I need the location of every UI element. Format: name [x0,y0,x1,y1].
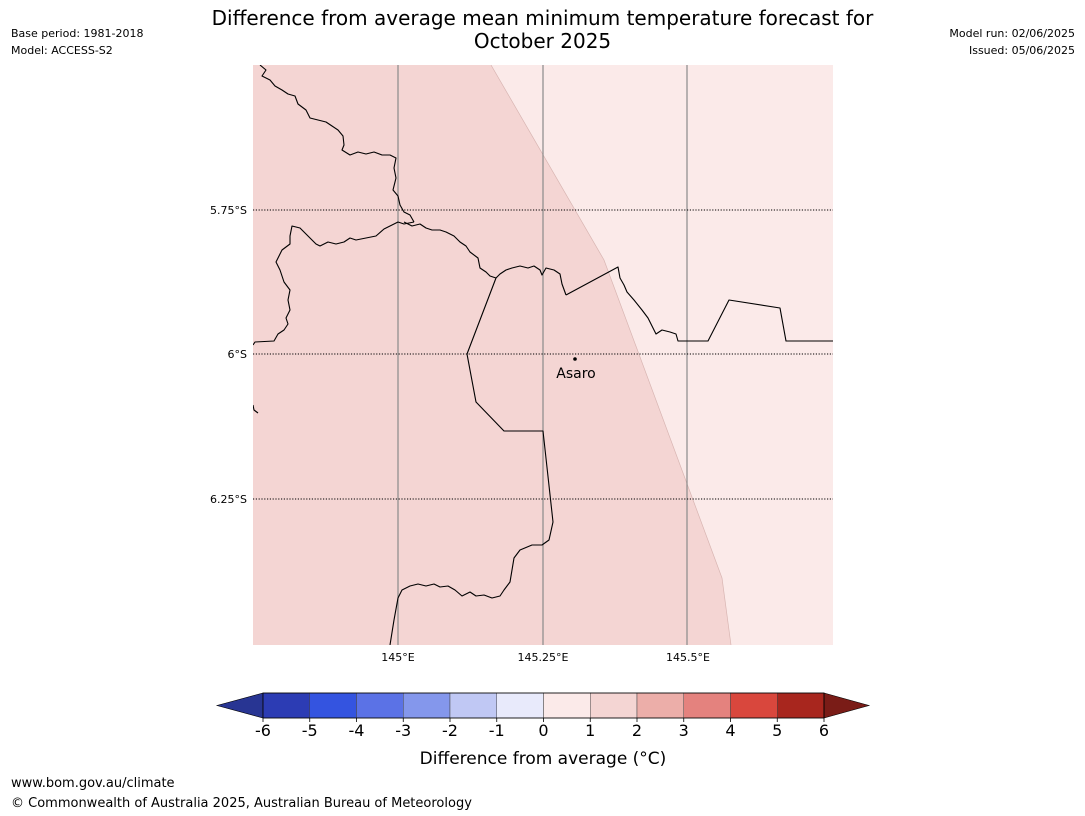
colorbar: -6 -5 -4 -3 -2 -1 0 1 2 3 4 5 6 Difference from aver… [215,692,871,769]
colorbar-tick-label: -5 [302,721,318,740]
colorbar-extend-high [823,692,871,719]
footer: www.bom.gov.au/climate © Commonwealth of… [11,774,472,814]
colorbar-bin [730,692,778,719]
border-ridge [403,221,567,296]
colorbar-bin [449,692,497,719]
colorbar-extend-low [215,692,264,719]
border-north [259,65,415,223]
border-west-tick [253,404,259,414]
footer-url: www.bom.gov.au/climate [11,776,175,791]
province-borders [253,65,833,645]
model-run-text: Model run: 02/06/2025 [949,27,1075,40]
colorbar-bin [543,692,591,719]
meta-left: Base period: 1981-2018 Model: ACCESS-S2 [11,25,143,59]
issued-text: Issued: 05/06/2025 [968,44,1075,57]
border-east [565,266,833,342]
asaro-marker [573,357,577,361]
colorbar-bin [496,692,544,719]
lat-label-6-25: 6.25°S [210,493,247,506]
base-period-text: Base period: 1981-2018 [11,27,144,40]
lon-label-145: 145°E [381,651,414,664]
colorbar-tick-label: 3 [679,721,689,740]
border-central [253,221,415,346]
colorbar-bin [777,692,825,719]
colorbar-blocks [215,692,871,719]
anomaly-zone-1-to-2 [253,65,731,645]
colorbar-tick-label: -2 [442,721,458,740]
meridians [397,65,688,645]
colorbar-tick-label: -3 [395,721,411,740]
colorbar-bin [309,692,357,719]
lat-label-6: 6°S [228,348,247,361]
colorbar-ticks: -6 -5 -4 -3 -2 -1 0 1 2 3 4 5 6 [255,718,829,740]
map-plot-area: Asaro [253,65,833,645]
title-line-2: October 2025 [473,29,612,53]
colorbar-tick-label: 4 [725,721,735,740]
colorbar-bin [403,692,451,719]
page-title: Difference from average mean minimum tem… [0,7,1085,53]
colorbar-bin [590,692,638,719]
model-text: Model: ACCESS-S2 [11,44,113,57]
colorbar-tick-label: 1 [585,721,595,740]
colorbar-bin [262,692,310,719]
lon-label-145-5: 145.5°E [666,651,710,664]
colorbar-tick-label: -4 [349,721,365,740]
colorbar-label: Difference from average (°C) [420,749,667,769]
meta-right: Model run: 02/06/2025 Issued: 05/06/2025 [949,25,1075,59]
lon-label-145-25: 145.25°E [518,651,569,664]
lat-axis-labels: 5.75°S 6°S 6.25°S [210,204,247,506]
colorbar-tick-label: 5 [772,721,782,740]
lat-label-5-75: 5.75°S [210,204,247,217]
colorbar-tick-label: 0 [538,721,548,740]
map: Asaro 5.75°S 6°S 6.25°S 145°E 145.25°E 1… [210,65,833,664]
footer-copyright: © Commonwealth of Australia 2025, Austra… [11,796,472,811]
title-line-1: Difference from average mean minimum tem… [211,6,874,30]
colorbar-bin [683,692,731,719]
lon-axis-labels: 145°E 145.25°E 145.5°E [381,651,710,664]
colorbar-bin [636,692,684,719]
border-south [389,277,554,645]
zone-boundary [490,65,732,645]
colorbar-tick-label: -6 [255,721,271,740]
colorbar-bin [356,692,404,719]
asaro-label: Asaro [556,366,595,382]
colorbar-tick-label: 6 [819,721,829,740]
colorbar-tick-label: 2 [632,721,642,740]
colorbar-tick-label: -1 [489,721,505,740]
